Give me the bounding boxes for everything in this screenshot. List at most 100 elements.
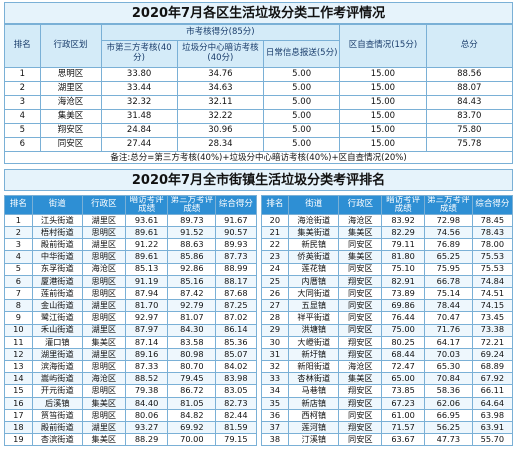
table-cell: 大同街道 <box>288 286 340 301</box>
table2-container: 排名 街道 行政区 暗访考评成绩 第三方考评成绩 综合得分 1 江头街道 湖里区 93.61 89.… <box>4 195 514 447</box>
table-cell: 38 <box>260 433 290 447</box>
table-cell: 滨海街道 <box>31 360 83 374</box>
table-row: 36 西柯镇 同安区 61.00 66.95 63.98 <box>260 408 514 423</box>
table-cell: 莲花镇 <box>288 262 340 276</box>
table-cell: 91.22 <box>124 238 169 252</box>
table-cell: 15.00 <box>339 81 427 96</box>
table-cell: 鹭江街道 <box>31 311 83 325</box>
table-cell: 侨英街道 <box>288 250 340 264</box>
table-cell: 87.33 <box>124 360 169 374</box>
header-cell: 第三方考评成绩 <box>423 195 473 215</box>
table-cell: 翔安区 <box>338 274 383 288</box>
table-row: 10 禾山街道 湖里区 87.97 84.30 86.14 <box>4 323 257 337</box>
table-cell: 15.00 <box>339 109 427 124</box>
table-cell: 集美区 <box>81 335 126 349</box>
table-row: 4 集美区 31.48 32.22 5.00 15.00 83.70 <box>4 109 514 124</box>
table-cell: 集美区 <box>81 433 126 447</box>
table-cell: 64.64 <box>471 396 514 410</box>
table-row: 3 殿前街道 湖里区 91.22 88.63 89.93 <box>4 238 257 252</box>
header-cell: 日常信息报送(5分) <box>263 40 341 68</box>
table-cell: 五显镇 <box>288 299 340 313</box>
table-cell: 3 <box>4 95 41 110</box>
table-row: 9 鹭江街道 思明区 92.97 81.07 87.02 <box>4 311 257 325</box>
table-cell: 63.91 <box>471 421 514 435</box>
table-cell: 93.61 <box>124 213 169 228</box>
table-cell: 集美区 <box>39 109 102 124</box>
table-cell: 74.56 <box>423 226 473 240</box>
table-cell: 90.57 <box>215 226 257 240</box>
table-cell: 思明区 <box>39 67 102 82</box>
table-cell: 思明区 <box>81 286 126 301</box>
table-cell: 28.34 <box>176 137 265 152</box>
header-row: 排名 行政区划 市考核得分(85分) 区自查情况(15分) 总分 <box>4 24 514 68</box>
table-cell: 34 <box>260 384 290 398</box>
table-cell: 同安区 <box>338 238 383 252</box>
table-cell: 82.44 <box>215 408 257 423</box>
header-cell: 排名 <box>4 195 33 215</box>
table-cell: 33.80 <box>100 67 178 82</box>
table-cell: 89.61 <box>124 250 169 264</box>
table-row: 33 杏林街道 集美区 65.00 70.84 67.92 <box>260 372 514 386</box>
table-cell: 24.84 <box>100 123 178 138</box>
table-cell: 思明区 <box>81 384 126 398</box>
table-cell: 27.44 <box>100 137 178 152</box>
table-cell: 30 <box>260 335 290 349</box>
table-cell: 84.43 <box>425 95 514 110</box>
table-cell: 83.05 <box>215 384 257 398</box>
table-row: 26 大同街道 同安区 73.89 75.14 74.51 <box>260 286 514 301</box>
table-cell: 20 <box>260 213 290 228</box>
table-cell: 87.73 <box>215 250 257 264</box>
table1: 排名 行政区划 市考核得分(85分) 区自查情况(15分) 总分 市第三方考核(40分) 垃… <box>4 24 514 152</box>
table-cell: 37 <box>260 421 290 435</box>
table-cell: 4 <box>4 109 41 124</box>
table-cell: 2 <box>4 226 33 240</box>
table-cell: 80.06 <box>124 408 169 423</box>
table-cell: 18 <box>4 421 33 435</box>
table-cell: 78.44 <box>423 299 473 313</box>
table-cell: 开元街道 <box>31 384 83 398</box>
table-cell: 81.07 <box>167 311 217 325</box>
table-cell: 海沧街道 <box>288 213 340 228</box>
header-cell: 区自查情况(15分) <box>339 24 427 68</box>
table-cell: 同安区 <box>338 408 383 423</box>
table-cell: 厦港街道 <box>31 274 83 288</box>
table-cell: 55.70 <box>471 433 514 447</box>
table-row: 20 海沧街道 海沧区 83.92 72.98 78.45 <box>260 213 514 228</box>
table2-title: 2020年7月全市街镇生活垃圾分类考评排名 <box>4 169 513 191</box>
table-cell: 81.05 <box>167 396 217 410</box>
table-cell: 33.44 <box>100 81 178 96</box>
table-cell: 76.44 <box>381 311 425 325</box>
table-cell: 69.24 <box>471 347 514 362</box>
table-cell: 78.45 <box>471 213 514 228</box>
table-cell: 梧村街道 <box>31 226 83 240</box>
table-cell: 27 <box>260 299 290 313</box>
table-row: 21 集美街道 集美区 82.29 74.56 78.43 <box>260 226 514 240</box>
table-row: 32 新阳街道 海沧区 72.47 65.30 68.89 <box>260 360 514 374</box>
table-cell: 集美区 <box>81 396 126 410</box>
table-row: 13 滨海街道 思明区 87.33 80.70 84.02 <box>4 360 257 374</box>
table-cell: 88.52 <box>124 372 169 386</box>
table-cell: 61.00 <box>381 408 425 423</box>
table-row: 15 开元街道 思明区 79.38 86.72 83.05 <box>4 384 257 398</box>
table-cell: 87.68 <box>215 286 257 301</box>
table-cell: 82.73 <box>215 396 257 410</box>
table-cell: 88.07 <box>425 81 514 96</box>
header-cell: 排名 <box>4 24 41 68</box>
table-cell: 92.97 <box>124 311 169 325</box>
header-cell: 市第三方考核(40分) <box>100 40 178 68</box>
table-cell: 69.92 <box>167 421 217 435</box>
table-cell: 32.11 <box>176 95 265 110</box>
table-cell: 91.67 <box>215 213 257 228</box>
table-cell: 70.47 <box>423 311 473 325</box>
table-cell: 79.11 <box>381 238 425 252</box>
table-cell: 12 <box>4 347 33 362</box>
table-cell: 思明区 <box>81 274 126 288</box>
table2-right: 排名 街道 行政区 暗访考评成绩 第三方考评成绩 综合得分 20 海沧街道 海沧区 83.92 72… <box>260 195 514 447</box>
table-cell: 33 <box>260 372 290 386</box>
table-cell: 80.25 <box>381 335 425 349</box>
header-row: 排名 街道 行政区 暗访考评成绩 第三方考评成绩 综合得分 <box>260 195 514 215</box>
table-cell: 2 <box>4 81 41 96</box>
table-row: 1 江头街道 湖里区 93.61 89.73 91.67 <box>4 213 257 228</box>
table-cell: 湖里区 <box>81 323 126 337</box>
table-cell: 28 <box>260 311 290 325</box>
